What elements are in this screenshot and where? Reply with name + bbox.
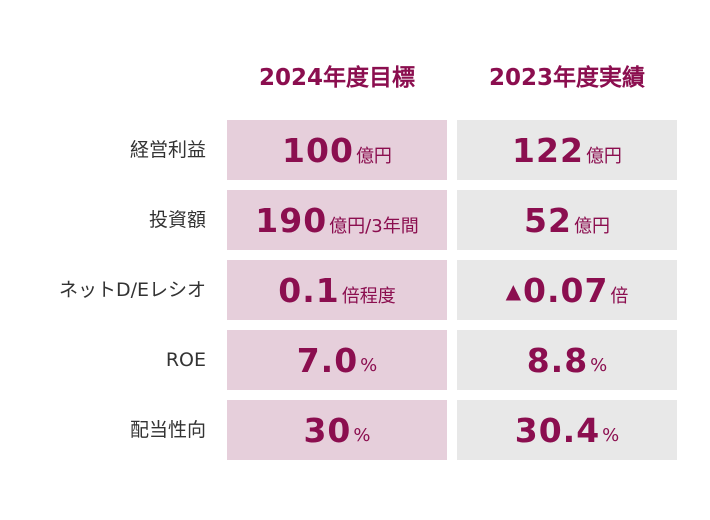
row-label-operating-profit: 経営利益 (129, 139, 206, 161)
cell-target-operating-profit: 100 億円 (227, 120, 447, 180)
value: 30 (303, 410, 352, 450)
value: 7.0 (296, 340, 359, 380)
column-header-2023-actual: 2023年度実績 (488, 65, 645, 91)
value: 190 (255, 200, 328, 240)
unit: % (353, 424, 371, 446)
cell-target-payout-ratio: 30% (227, 400, 447, 460)
value: 8.8 (526, 340, 589, 380)
value: 30.4 (514, 410, 601, 450)
unit: 億円 (573, 216, 610, 237)
unit: % (602, 424, 620, 446)
unit: 億円 (355, 146, 392, 167)
unit: % (590, 354, 608, 376)
unit: % (360, 354, 378, 376)
cell-actual-investment: 52 億円 (457, 190, 677, 250)
column-header-2024-target: 2024年度目標 (258, 65, 415, 91)
negative-triangle-icon: ▲ (505, 279, 521, 303)
unit: 億円/3年間 (329, 216, 419, 237)
value: 0.1 (278, 270, 340, 310)
row-label-investment: 投資額 (148, 209, 206, 231)
value: 100 (282, 130, 354, 170)
cell-actual-operating-profit: 122 億円 (457, 120, 677, 180)
value: 122 (512, 130, 584, 170)
unit: 倍 (610, 286, 629, 307)
unit: 億円 (585, 146, 622, 167)
cell-actual-roe: 8.8% (457, 330, 677, 390)
cell-target-investment: 190 億円/3年間 (227, 190, 447, 250)
cell-target-roe: 7.0% (227, 330, 447, 390)
row-label-roe: ROE (165, 349, 206, 371)
row-label-payout-ratio: 配当性向 (129, 419, 206, 441)
cell-target-net-de-ratio: 0.1 倍程度 (227, 260, 447, 320)
cell-actual-net-de-ratio: ▲ 0.07 倍 (457, 260, 677, 320)
row-label-net-de-ratio: ネットD/Eレシオ (58, 279, 206, 301)
value: 0.07 (522, 270, 609, 310)
unit: 倍程度 (341, 286, 396, 307)
value: 52 (524, 200, 572, 240)
cell-actual-payout-ratio: 30.4% (457, 400, 677, 460)
